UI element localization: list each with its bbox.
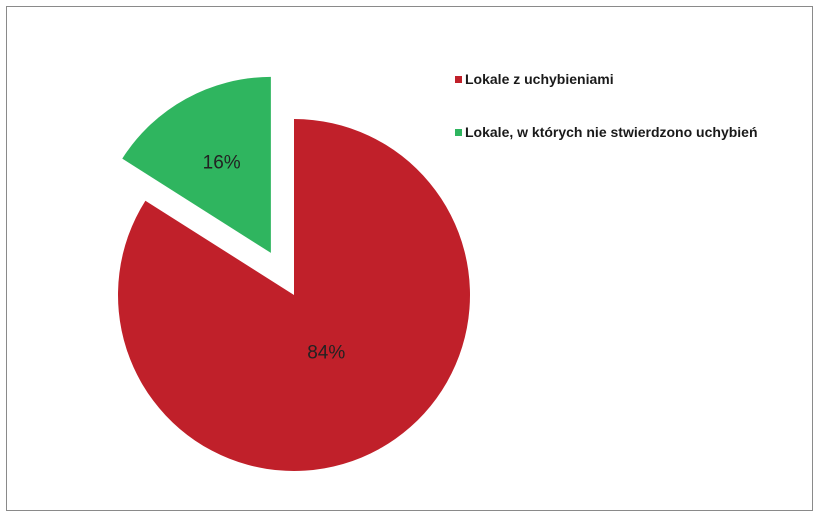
slice-label-2: 16% xyxy=(203,152,241,173)
slice-label-1: 84% xyxy=(307,343,345,364)
legend-item-without-deficiencies[interactable]: Lokale, w których nie stwierdzono uchybi… xyxy=(455,123,758,141)
pie-slices xyxy=(117,76,470,471)
legend-label: Lokale z uchybieniami xyxy=(465,71,614,87)
legend-label: Lokale, w których nie stwierdzono uchybi… xyxy=(465,124,758,140)
pie-labels: 84% 16% xyxy=(203,152,346,363)
legend-swatch-red xyxy=(455,75,462,83)
pie-slice-1[interactable] xyxy=(117,119,470,471)
legend-swatch-green xyxy=(455,128,462,136)
pie-slice-2[interactable] xyxy=(122,76,271,253)
legend-item-with-deficiencies[interactable]: Lokale z uchybieniami xyxy=(455,70,758,88)
legend: Lokale z uchybieniami Lokale, w których … xyxy=(455,70,758,176)
